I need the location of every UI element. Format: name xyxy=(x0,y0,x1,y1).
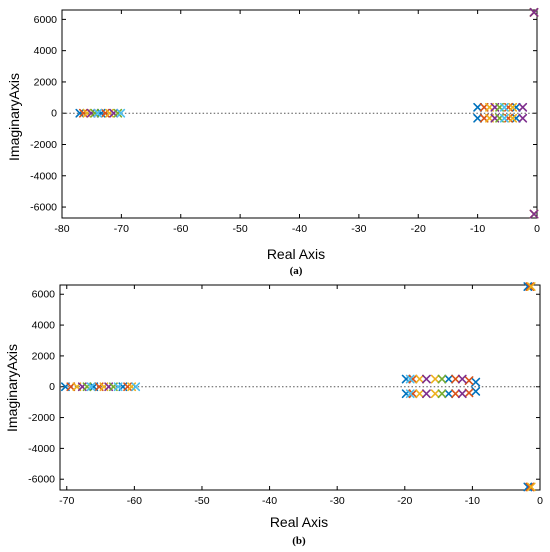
pole-marker xyxy=(437,389,447,399)
x-tick-label: -50 xyxy=(233,223,248,235)
y-tick-label: -2000 xyxy=(28,412,55,424)
x-axis-title: Real Axis xyxy=(267,246,325,262)
pole-marker xyxy=(451,374,460,384)
panel-label: (a) xyxy=(290,265,303,277)
y-axis-title: ImaginaryAxis xyxy=(4,344,20,432)
x-tick-label: -30 xyxy=(351,223,366,235)
y-tick-label: 0 xyxy=(51,108,57,120)
pole-marker xyxy=(525,482,535,492)
x-tick-label: -40 xyxy=(292,223,307,235)
pole-marker xyxy=(430,389,440,399)
y-tick-label: 2000 xyxy=(32,350,56,362)
pole-marker xyxy=(511,102,521,112)
pole-marker xyxy=(471,386,481,396)
pole-marker xyxy=(511,113,521,123)
pole-marker xyxy=(415,389,425,399)
pole-marker xyxy=(518,113,528,123)
pole-marker xyxy=(457,389,467,399)
x-tick-label: -80 xyxy=(54,223,69,235)
pole-marker xyxy=(113,382,123,392)
pole-marker xyxy=(525,282,535,291)
pole-marker xyxy=(444,374,454,384)
pole-marker xyxy=(93,108,103,118)
pole-marker xyxy=(508,113,518,123)
x-tick-label: -50 xyxy=(194,495,209,507)
pole-marker xyxy=(464,376,474,385)
pole-marker xyxy=(86,108,96,118)
pole-marker xyxy=(444,389,454,399)
y-tick-label: 6000 xyxy=(34,14,58,26)
x-axis-title: Real Axis xyxy=(270,514,328,530)
pole-marker xyxy=(415,374,425,384)
chart-panel-b: -70 -60 -50 -40 -30 -20 -10 0 -6000 -4000 -2000 0 20… xyxy=(4,282,543,547)
pole-marker xyxy=(90,108,100,118)
pole-marker xyxy=(422,374,431,384)
x-tick-label: -60 xyxy=(173,223,188,235)
pole-marker xyxy=(408,389,418,399)
y-tick-label: 4000 xyxy=(34,45,58,57)
y-tick-label: -6000 xyxy=(28,474,55,486)
plot-area-a: -80 -70 -60 -50 -40 -30 -20 -10 0 -6000 -4000 -2000… xyxy=(30,7,540,235)
y-tick-label: -4000 xyxy=(30,170,57,182)
pole-marker xyxy=(437,374,447,384)
pole-marker xyxy=(131,382,141,392)
plot-frame xyxy=(59,284,541,491)
pole-marker xyxy=(405,374,415,384)
x-tick-label: -20 xyxy=(397,495,412,507)
pole-marker xyxy=(405,389,415,399)
plot-area-b: -70 -60 -50 -40 -30 -20 -10 0 -6000 -4000 -2000 0 20… xyxy=(28,282,543,507)
chart-panel-a: -80 -70 -60 -50 -40 -30 -20 -10 0 -6000 -4000 -2000… xyxy=(6,7,540,277)
y-tick-label: 4000 xyxy=(32,320,56,332)
pole-marker xyxy=(526,482,536,492)
y-tick-label: 2000 xyxy=(34,76,58,88)
pole-marker xyxy=(408,374,418,384)
y-tick-label: -4000 xyxy=(28,443,55,455)
pole-marker xyxy=(78,108,88,118)
pole-marker xyxy=(75,108,85,118)
pole-marker xyxy=(473,102,483,112)
x-tick-label: -10 xyxy=(465,495,480,507)
pole-marker xyxy=(518,102,528,112)
pole-marker xyxy=(471,377,481,387)
x-tick-label: -10 xyxy=(470,223,485,235)
y-axis-title: ImaginaryAxis xyxy=(6,73,22,161)
x-tick-label: -70 xyxy=(114,223,129,235)
x-tick-label: 0 xyxy=(534,223,540,235)
pole-marker xyxy=(508,102,518,112)
pole-marker xyxy=(529,7,539,17)
x-tick-label: -30 xyxy=(330,495,345,507)
pole-marker xyxy=(523,282,533,291)
x-tick-label: 0 xyxy=(537,495,543,507)
pole-marker xyxy=(473,113,483,123)
pole-marker xyxy=(430,374,440,384)
pole-marker xyxy=(422,389,431,399)
x-tick-label: -40 xyxy=(262,495,277,507)
y-tick-label: 0 xyxy=(49,381,55,393)
pole-marker xyxy=(499,102,509,112)
y-tick-label: -2000 xyxy=(30,139,57,151)
x-tick-label: -20 xyxy=(411,223,426,235)
pole-marker xyxy=(464,388,474,398)
pole-marker xyxy=(526,282,536,291)
x-tick-label: -70 xyxy=(59,495,74,507)
x-tick-label: -60 xyxy=(127,495,142,507)
panel-label: (b) xyxy=(292,535,306,547)
pole-marker xyxy=(529,209,539,219)
y-tick-label: 6000 xyxy=(32,289,56,301)
plot-frame xyxy=(61,9,538,219)
pole-marker xyxy=(116,108,126,118)
pole-marker xyxy=(499,113,509,123)
y-tick-label: -6000 xyxy=(30,202,57,214)
pole-marker xyxy=(523,482,533,492)
pole-marker xyxy=(86,382,96,392)
pole-marker xyxy=(66,382,76,392)
pole-marker xyxy=(113,108,123,118)
pole-marker xyxy=(451,389,460,399)
pole-marker xyxy=(457,374,467,384)
